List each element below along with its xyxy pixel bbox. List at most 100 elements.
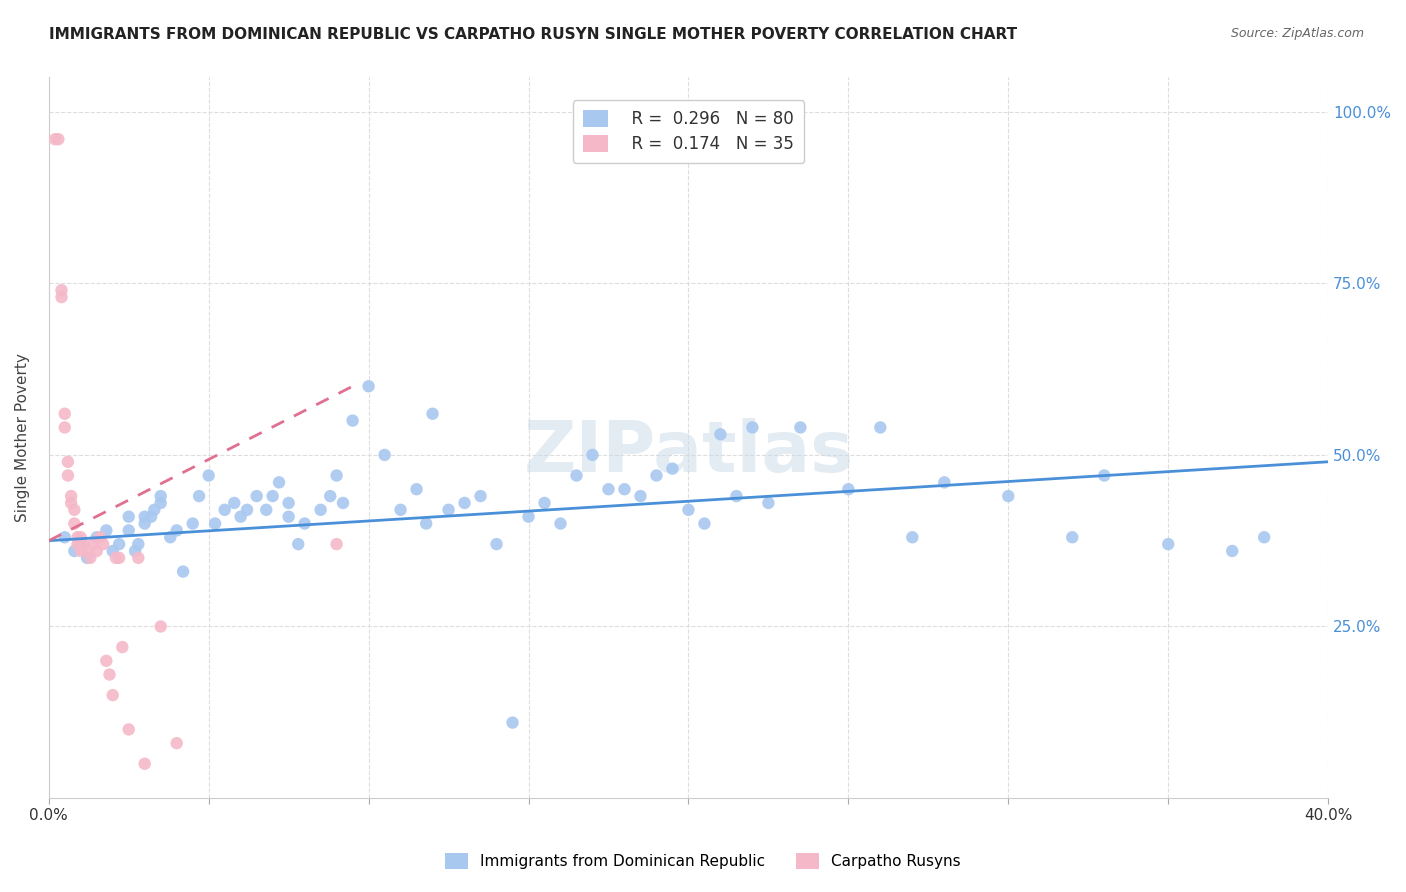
Text: ZIPatlas: ZIPatlas [523, 417, 853, 487]
Point [108, 537, 131, 551]
Point [44, 132, 66, 146]
Point [453, 496, 475, 510]
Point [149, 619, 172, 633]
Point [134, 509, 156, 524]
Point [111, 640, 134, 654]
Point [63, 516, 86, 531]
Point [149, 489, 172, 503]
Point [997, 489, 1019, 503]
Y-axis label: Single Mother Poverty: Single Mother Poverty [15, 353, 30, 522]
Point [267, 475, 290, 490]
Point [108, 550, 131, 565]
Point [98, 667, 121, 681]
Point [63, 544, 86, 558]
Point [143, 503, 166, 517]
Point [1092, 468, 1115, 483]
Point [470, 489, 492, 503]
Point [60, 489, 83, 503]
Point [46, 132, 69, 146]
Point [405, 482, 427, 496]
Point [319, 489, 342, 503]
Point [1253, 530, 1275, 544]
Point [678, 503, 700, 517]
Point [229, 509, 252, 524]
Point [172, 565, 194, 579]
Point [224, 496, 246, 510]
Point [389, 503, 412, 517]
Point [1220, 544, 1243, 558]
Point [374, 448, 396, 462]
Point [254, 503, 277, 517]
Text: Source: ZipAtlas.com: Source: ZipAtlas.com [1230, 27, 1364, 40]
Point [89, 530, 111, 544]
Point [134, 516, 156, 531]
Point [53, 407, 76, 421]
Point [309, 503, 332, 517]
Point [415, 516, 437, 531]
Point [645, 468, 668, 483]
Point [101, 544, 124, 558]
Point [159, 530, 181, 544]
Point [197, 468, 219, 483]
Point [437, 503, 460, 517]
Point [901, 530, 924, 544]
Point [550, 516, 572, 531]
Point [76, 544, 98, 558]
Point [332, 496, 354, 510]
Point [96, 654, 118, 668]
Point [69, 537, 91, 551]
Point [709, 427, 731, 442]
Point [758, 496, 780, 510]
Point [533, 496, 555, 510]
Point [236, 503, 259, 517]
Point [262, 489, 284, 503]
Point [789, 420, 811, 434]
Point [63, 503, 86, 517]
Point [1062, 530, 1084, 544]
Point [127, 537, 149, 551]
Point [66, 530, 89, 544]
Point [118, 524, 141, 538]
Point [79, 550, 101, 565]
Point [139, 509, 162, 524]
Point [118, 509, 141, 524]
Point [598, 482, 620, 496]
Point [53, 420, 76, 434]
Point [204, 516, 226, 531]
Legend:   R =  0.296   N = 80,   R =  0.174   N = 35: R = 0.296 N = 80, R = 0.174 N = 35 [572, 100, 804, 163]
Point [661, 461, 683, 475]
Point [104, 550, 127, 565]
Point [51, 283, 73, 297]
Point [76, 550, 98, 565]
Point [294, 516, 316, 531]
Point [166, 524, 188, 538]
Text: IMMIGRANTS FROM DOMINICAN REPUBLIC VS CARPATHO RUSYN SINGLE MOTHER POVERTY CORRE: IMMIGRANTS FROM DOMINICAN REPUBLIC VS CA… [49, 27, 1018, 42]
Point [422, 407, 444, 421]
Point [124, 544, 146, 558]
Point [96, 524, 118, 538]
Point [149, 496, 172, 510]
Point [127, 550, 149, 565]
Point [60, 496, 83, 510]
Point [869, 420, 891, 434]
Point [581, 448, 603, 462]
Legend: Immigrants from Dominican Republic, Carpatho Rusyns: Immigrants from Dominican Republic, Carp… [439, 847, 967, 875]
Point [66, 537, 89, 551]
Point [56, 468, 79, 483]
Point [485, 537, 508, 551]
Point [73, 537, 96, 551]
Point [51, 290, 73, 304]
Point [837, 482, 859, 496]
Point [741, 420, 763, 434]
Point [357, 379, 380, 393]
Point [502, 715, 524, 730]
Point [725, 489, 748, 503]
Point [325, 537, 347, 551]
Point [934, 475, 956, 490]
Point [277, 496, 299, 510]
Point [342, 414, 364, 428]
Point [565, 468, 588, 483]
Point [83, 537, 105, 551]
Point [287, 537, 309, 551]
Point [53, 530, 76, 544]
